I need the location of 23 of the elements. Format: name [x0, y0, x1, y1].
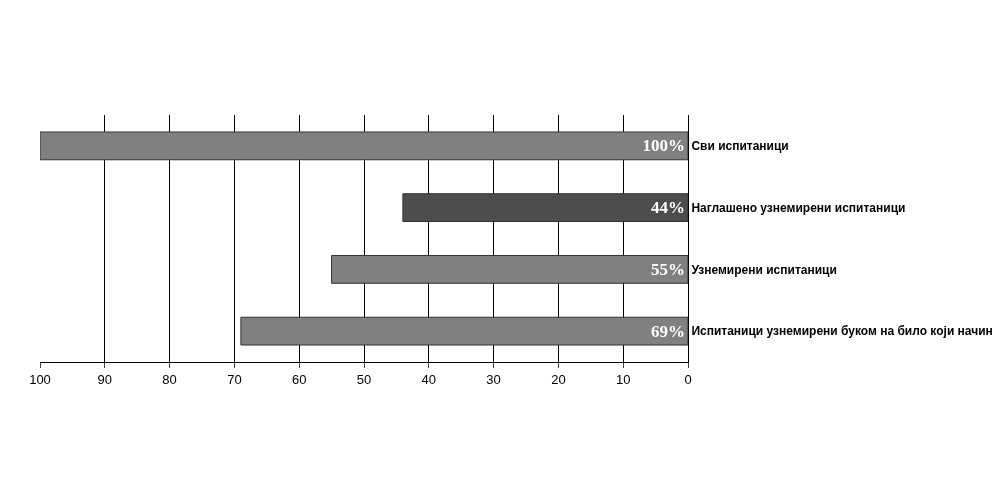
- bar: [402, 193, 688, 223]
- y-tick-label: Испитаници узнемирени буком на било који начин: [691, 324, 993, 339]
- x-tick-label: 100: [29, 371, 51, 387]
- data-label: 69%: [651, 321, 685, 341]
- x-tick-label: 40: [421, 371, 437, 387]
- x-tick-label: 0: [684, 371, 692, 387]
- x-tick-label: 70: [227, 371, 242, 387]
- y-tick-label: Наглашено узнемирени испитаници: [691, 200, 906, 215]
- x-tick-label: 80: [162, 371, 177, 387]
- bar: [40, 131, 688, 161]
- y-tick-label: Сви испитаници: [691, 139, 789, 154]
- y-tick-label: Узнемирени испитаници: [691, 262, 837, 277]
- data-label: 100%: [642, 136, 685, 156]
- x-tick-label: 90: [97, 371, 113, 387]
- x-tick-label: 10: [615, 371, 631, 387]
- data-label: 55%: [651, 259, 685, 279]
- data-label: 44%: [651, 198, 685, 218]
- bar: [331, 254, 688, 284]
- x-tick-label: 20: [551, 371, 566, 387]
- x-tick-label: 50: [356, 371, 372, 387]
- x-tick-label: 60: [291, 371, 307, 387]
- x-tick-label: 30: [486, 371, 501, 387]
- bar: [240, 316, 688, 346]
